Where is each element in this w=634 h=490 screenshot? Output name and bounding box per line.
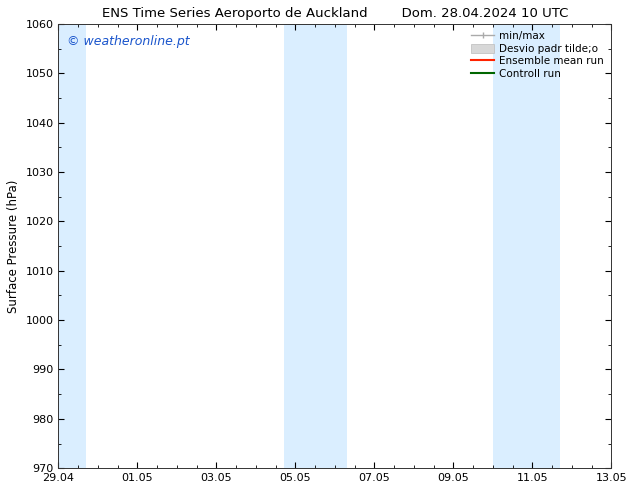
Title: ENS Time Series Aeroporto de Auckland        Dom. 28.04.2024 10 UTC: ENS Time Series Aeroporto de Auckland Do… xyxy=(101,7,568,20)
Legend: min/max, Desvio padr tilde;o, Ensemble mean run, Controll run: min/max, Desvio padr tilde;o, Ensemble m… xyxy=(469,29,606,81)
Y-axis label: Surface Pressure (hPa): Surface Pressure (hPa) xyxy=(7,179,20,313)
Bar xyxy=(283,24,347,468)
Bar xyxy=(56,24,86,468)
Bar xyxy=(493,24,560,468)
Text: © weatheronline.pt: © weatheronline.pt xyxy=(67,35,190,48)
